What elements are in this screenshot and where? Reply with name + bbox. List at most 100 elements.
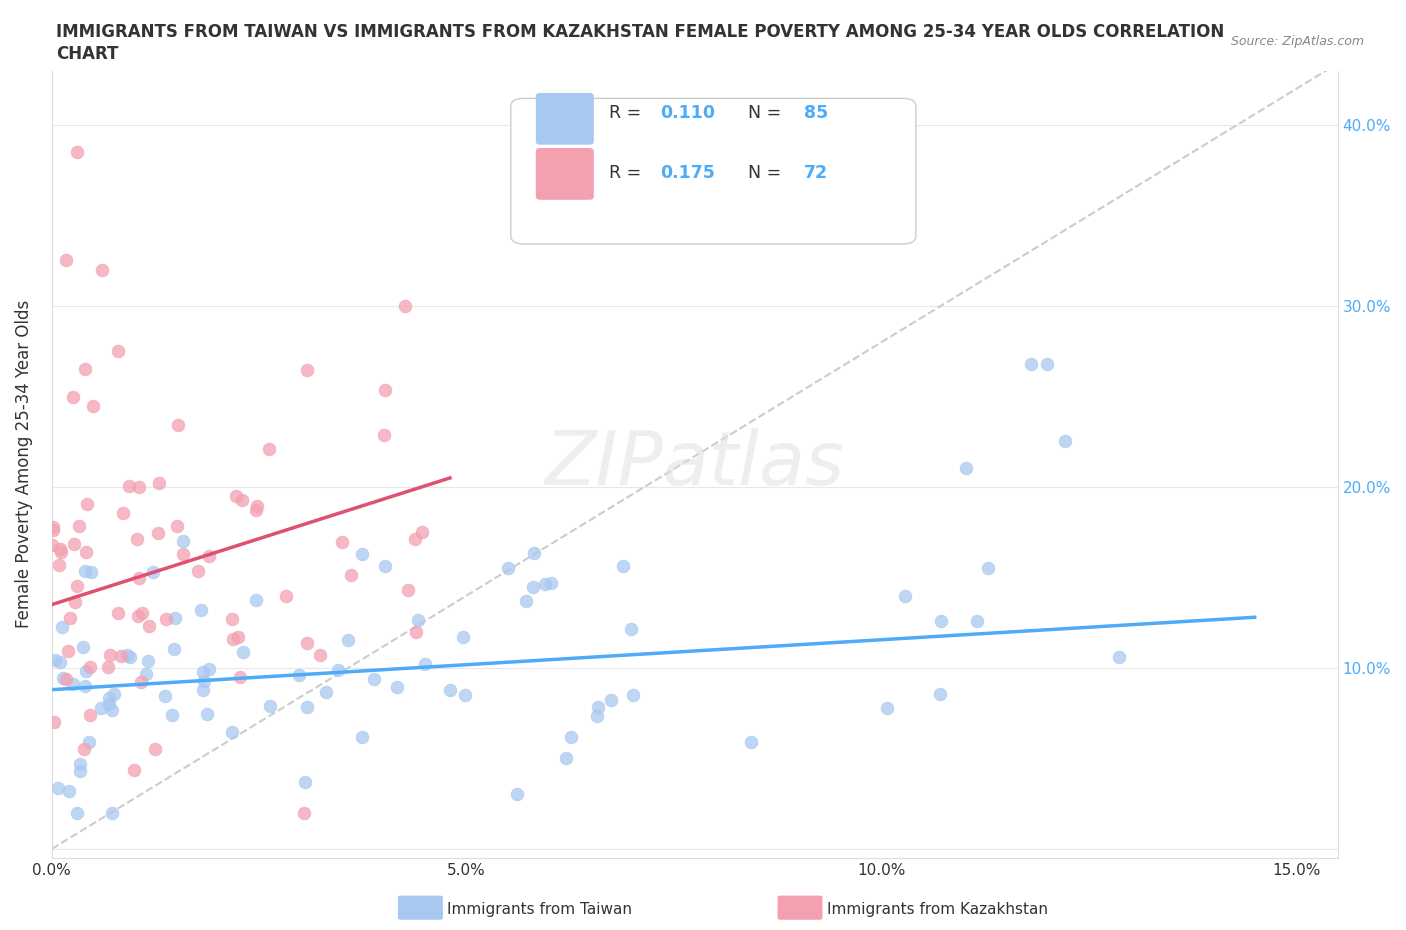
Point [52,671,75,685]
Point [222,631,245,646]
Point [876,701,898,716]
Point [73,741,96,756]
Point [231,493,253,508]
Point [612,559,634,574]
Point [396,582,419,597]
Point [58,783,80,798]
Point [97,697,120,711]
Point [146,525,169,540]
Point [138,618,160,633]
Point [600,693,623,708]
Point [246,499,269,514]
Point [259,699,281,714]
Point [66,578,89,593]
Point [315,684,337,699]
Point [385,679,408,694]
Point [124,763,146,777]
Point [966,613,988,628]
Point [153,688,176,703]
Point [160,707,183,722]
Point [90,700,112,715]
Point [143,741,166,756]
Y-axis label: Female Poverty Among 25-34 Year Olds: Female Poverty Among 25-34 Year Olds [15,300,32,629]
Text: Immigrants from Taiwan: Immigrants from Taiwan [447,902,633,917]
Point [540,576,562,591]
Point [48,557,70,572]
Point [245,592,267,607]
Text: Source: ZipAtlas.com: Source: ZipAtlas.com [1230,35,1364,48]
Point [44,652,66,667]
Point [191,664,214,679]
Point [56,644,79,658]
Point [506,787,529,802]
Text: ZIPatlas: ZIPatlas [544,429,845,500]
FancyBboxPatch shape [537,94,593,144]
Point [197,549,219,564]
Point [162,642,184,657]
Point [221,724,243,739]
Point [42,523,65,538]
Point [117,648,139,663]
Point [245,503,267,518]
Point [148,476,170,491]
Point [142,565,165,580]
Point [515,593,537,608]
Point [46,780,69,795]
Point [49,542,72,557]
Point [297,635,319,650]
Point [411,525,433,539]
Point [374,559,396,574]
Point [62,677,84,692]
Point [69,757,91,772]
Point [555,751,578,766]
Point [560,729,582,744]
Text: 85: 85 [804,103,828,122]
Point [373,427,395,442]
Point [166,519,188,534]
Point [66,805,89,820]
Point [72,640,94,655]
Point [229,669,252,684]
Point [107,344,129,359]
Point [75,664,97,679]
Point [98,647,121,662]
Point [167,418,190,432]
Point [225,488,247,503]
Point [41,520,63,535]
Point [340,567,363,582]
Point [288,668,311,683]
Point [118,649,141,664]
Point [1108,650,1130,665]
Text: R =: R = [609,103,647,122]
Point [894,589,917,604]
Point [292,805,315,820]
Point [77,735,100,750]
Text: IMMIGRANTS FROM TAIWAN VS IMMIGRANTS FROM KAZAKHSTAN FEMALE POVERTY AMONG 25-34 : IMMIGRANTS FROM TAIWAN VS IMMIGRANTS FRO… [56,23,1225,41]
Point [232,644,254,659]
Point [523,546,546,561]
Point [193,674,215,689]
Point [330,534,353,549]
Point [193,682,215,697]
Point [1054,434,1077,449]
Point [82,399,104,414]
Point [1019,356,1042,371]
Point [59,611,82,626]
Point [190,603,212,618]
Point [112,506,135,521]
Point [337,633,360,648]
Point [740,735,762,750]
Point [522,579,544,594]
Point [197,661,219,676]
Point [172,546,194,561]
Point [55,253,77,268]
Point [129,674,152,689]
Point [454,688,477,703]
Point [107,606,129,621]
Point [221,611,243,626]
Point [295,699,318,714]
Point [394,299,416,313]
Point [226,629,249,644]
Point [97,659,120,674]
Point [103,686,125,701]
